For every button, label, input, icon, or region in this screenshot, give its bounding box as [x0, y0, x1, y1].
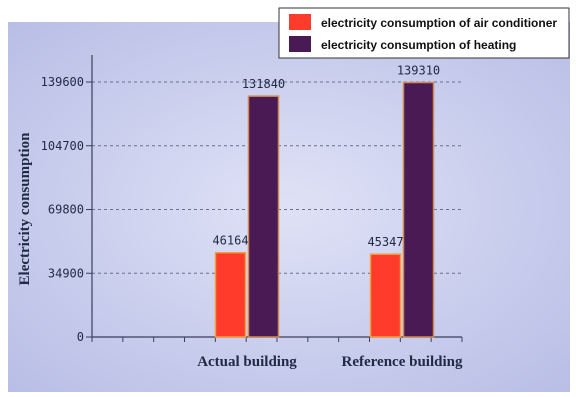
data-label: 139310 — [397, 64, 440, 78]
data-label: 45347 — [367, 235, 403, 249]
y-tick-label: 34900 — [48, 266, 84, 280]
axes: 0 34900 69800 104700 139600 Actual building Re… — [41, 55, 463, 370]
y-tick-label: 69800 — [48, 203, 84, 217]
plot-background — [8, 22, 570, 392]
bars — [214, 81, 435, 338]
bar-air-conditioner-actual — [214, 251, 247, 338]
bar-heating-actual — [247, 95, 280, 338]
x-category-label: Reference building — [342, 354, 463, 370]
data-label: 46164 — [212, 234, 248, 248]
x-category-label: Actual building — [197, 354, 297, 370]
data-labels: 46164 131840 45347 139310 — [212, 64, 440, 250]
legend-swatch-heating — [289, 36, 311, 52]
bar-heating-reference — [402, 81, 435, 338]
data-label: 131840 — [242, 77, 285, 91]
y-tick-label: 0 — [77, 330, 84, 344]
legend-box — [278, 7, 570, 59]
legend-label-heating: electricity consumption of heating — [321, 38, 516, 52]
legend-swatch-air-conditioner — [289, 14, 311, 30]
y-axis-label: Electricity consumption — [17, 132, 33, 286]
bar-air-conditioner-reference — [369, 253, 402, 338]
y-tick-label: 139600 — [41, 75, 84, 89]
legend-label-air-conditioner: electricity consumption of air condition… — [321, 16, 557, 30]
y-tick-label: 104700 — [41, 139, 84, 153]
legend: electricity consumption of air condition… — [278, 7, 570, 59]
